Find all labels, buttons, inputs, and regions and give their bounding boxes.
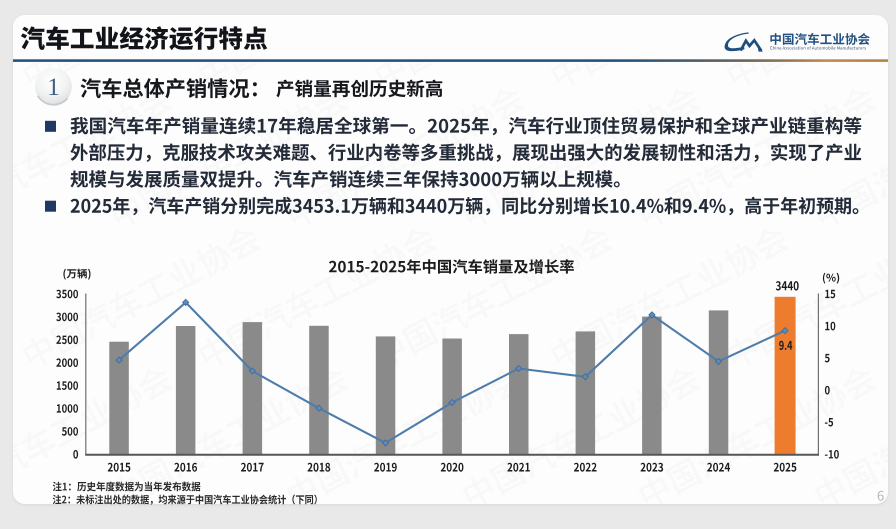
svg-text:1: 1 xyxy=(47,74,60,101)
